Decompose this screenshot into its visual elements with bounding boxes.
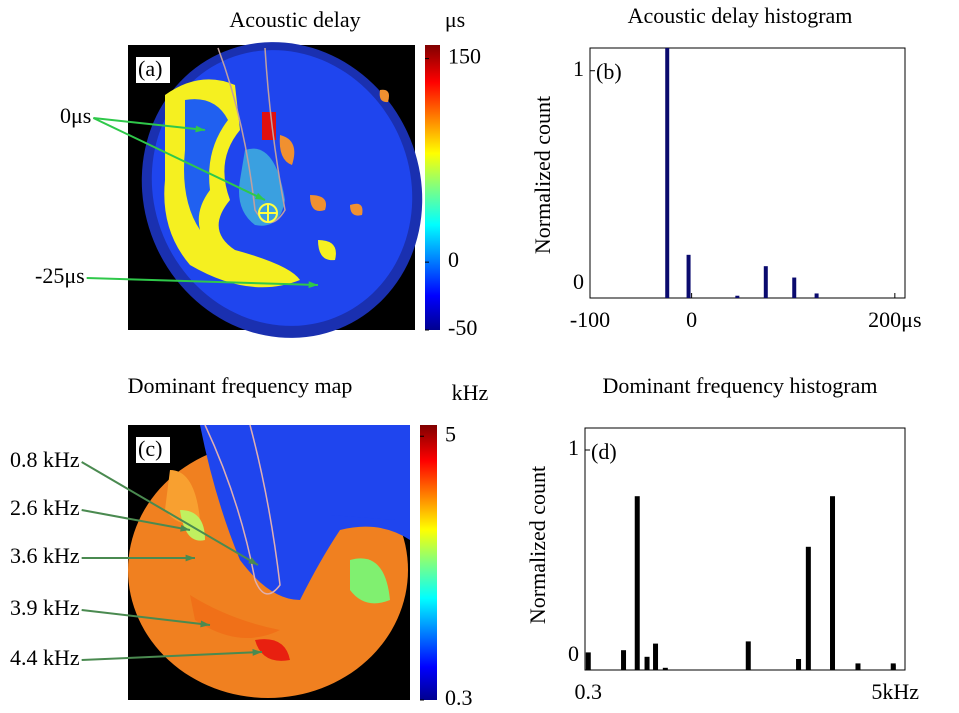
arrow-head	[308, 281, 318, 289]
arrow-head	[248, 557, 258, 565]
x-tick-label: 0.3	[575, 679, 603, 704]
panel-label: (c)	[138, 436, 162, 461]
arrow-head	[200, 620, 210, 628]
y-axis-label: Normalized count	[525, 466, 550, 624]
arrow-head	[185, 554, 195, 562]
bar	[745, 641, 751, 670]
annotation-arrow	[81, 509, 191, 531]
x-tick-label: -100	[570, 307, 610, 332]
x-tick-label: 5kHz	[871, 679, 919, 704]
bar	[653, 643, 659, 670]
panel-title: Dominant frequency map	[128, 373, 353, 398]
bar	[890, 663, 896, 670]
annotation-arrow	[86, 277, 319, 286]
colorbar-tick-label: 150	[448, 44, 481, 69]
annotation-arrow	[93, 117, 206, 131]
colorbar	[420, 425, 437, 700]
bar	[686, 254, 691, 298]
annotation-arrow	[81, 651, 263, 661]
annotation: 3.9 kHz	[10, 595, 80, 620]
colorbar-tick-label: -50	[448, 315, 477, 340]
colorbar-tick-label: 5	[445, 421, 456, 446]
bar	[634, 496, 640, 670]
colorbar-tick-label: 0	[448, 247, 459, 272]
panel-label: (b)	[596, 59, 622, 84]
bar	[644, 656, 650, 670]
panel-label: (a)	[138, 56, 162, 81]
plot-frame	[584, 427, 906, 671]
x-tick-label: 200μs	[868, 307, 921, 332]
plot-frame	[589, 47, 906, 299]
annotation-arrow	[81, 461, 259, 566]
panel-title: Acoustic delay histogram	[628, 3, 853, 28]
panel-label: (d)	[591, 439, 617, 464]
bar	[830, 496, 836, 670]
arrow-head	[252, 648, 262, 656]
annotation: 2.6 kHz	[10, 495, 80, 520]
annotation: 3.6 kHz	[10, 543, 80, 568]
annotation: 0.8 kHz	[10, 447, 80, 472]
bar	[621, 650, 627, 670]
annotation-arrow	[81, 609, 211, 626]
colorbar-unit: μs	[445, 7, 465, 32]
colorbar	[425, 45, 440, 330]
bar	[805, 546, 811, 670]
y-axis-label: Normalized count	[530, 96, 555, 254]
arrow-head	[195, 125, 205, 133]
panel-title: Dominant frequency histogram	[603, 373, 878, 398]
annotation-arrow	[92, 117, 266, 201]
bar	[735, 295, 740, 298]
y-tick-label: 1	[568, 435, 579, 460]
bar	[792, 277, 797, 298]
arrow-head	[180, 524, 190, 532]
annotation: -25μs	[35, 263, 85, 288]
bar	[796, 659, 802, 670]
panel-label-box	[136, 437, 170, 463]
delay-map-image	[128, 42, 423, 338]
annotation: 0μs	[60, 103, 91, 128]
y-tick-label: 0	[573, 269, 584, 294]
bar	[814, 293, 819, 298]
panel-title: Acoustic delay	[229, 7, 360, 32]
annotation: 4.4 kHz	[10, 645, 80, 670]
bar	[665, 48, 670, 298]
bar	[585, 652, 591, 670]
colorbar-tick-label: 0.3	[445, 685, 473, 710]
bar	[855, 663, 861, 670]
panel-label-box	[136, 57, 170, 83]
arrow-head	[255, 192, 265, 200]
y-tick-label: 1	[573, 56, 584, 81]
bar	[662, 667, 668, 670]
bar	[763, 266, 768, 298]
colorbar-unit: kHz	[452, 380, 489, 405]
x-tick-label: 0	[686, 307, 697, 332]
y-tick-label: 0	[568, 641, 579, 666]
frequency-map-image	[128, 424, 410, 700]
